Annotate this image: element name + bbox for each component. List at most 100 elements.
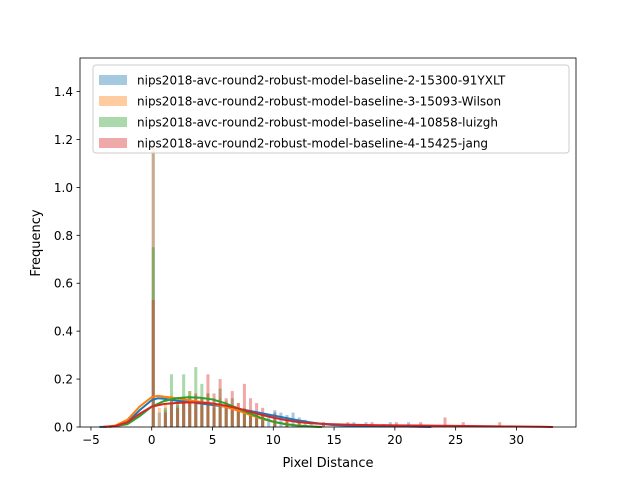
y-tick-label-4: 0.6 <box>54 277 73 291</box>
bar-series-3-15 <box>242 410 246 427</box>
bar-series-2-4 <box>169 395 173 427</box>
bar-series-2-2 <box>157 407 161 427</box>
y-tick-label-2: 0.2 <box>54 373 73 387</box>
bar-series-1-5 <box>176 405 180 427</box>
bar-series-3-11 <box>218 388 222 427</box>
bar-series-4-5 <box>182 398 186 427</box>
legend-swatch-1 <box>99 75 127 85</box>
kde-line-series-4 <box>103 401 553 428</box>
x-tick-label-6: 20 <box>387 433 402 447</box>
bar-series-3-12 <box>224 403 228 427</box>
bar-series-3-10 <box>212 398 216 427</box>
legend: nips2018-avc-round2-robust-model-baselin… <box>92 64 570 154</box>
bar-series-4-3 <box>169 403 173 427</box>
bar-series-4-11 <box>218 379 222 427</box>
y-tick-label-6: 1.0 <box>54 181 73 195</box>
bar-series-2-18 <box>255 412 259 427</box>
bar-series-1-11 <box>212 407 216 427</box>
bar-series-2-8 <box>194 395 198 427</box>
x-tick-label-4: 10 <box>266 433 281 447</box>
bar-series-3-9 <box>206 393 210 427</box>
legend-swatch-4 <box>99 138 127 148</box>
x-axis-label: Pixel Distance <box>282 456 373 471</box>
legend-label-2: nips2018-avc-round2-robust-model-baselin… <box>137 95 501 109</box>
bar-series-2-22 <box>297 422 301 427</box>
y-tick-label-3: 0.4 <box>54 325 73 339</box>
bar-series-4-12 <box>224 398 228 427</box>
bar-series-1-27 <box>309 422 313 427</box>
bar-series-2-17 <box>248 410 253 427</box>
bar-series-2-12 <box>218 398 222 427</box>
bar-series-3-19 <box>273 419 277 427</box>
bar-series-4-4 <box>176 407 180 427</box>
bar-series-1-15 <box>236 407 240 427</box>
legend-frame <box>92 64 570 154</box>
bar-series-2-10 <box>206 393 210 427</box>
y-axis-ticks: 0.0 0.2 0.4 0.6 0.8 1.0 1.2 1.4 <box>54 85 80 435</box>
bar-series-4-20 <box>285 417 289 427</box>
y-tick-label-5: 0.8 <box>54 229 73 243</box>
y-axis-label: Frequency <box>29 209 44 276</box>
bar-series-3-17 <box>255 415 259 427</box>
bar-series-1-18 <box>255 415 259 427</box>
bar-series-3-8 <box>200 383 204 427</box>
y-tick-label-1: 0.0 <box>54 421 73 435</box>
bar-series-4-28 <box>461 422 465 427</box>
legend-swatch-3 <box>99 117 127 127</box>
legend-label-4: nips2018-avc-round2-robust-model-baselin… <box>137 137 488 151</box>
legend-swatch-2 <box>99 96 127 106</box>
legend-label-3: nips2018-avc-round2-robust-model-baselin… <box>137 116 498 130</box>
x-tick-label-8: 30 <box>509 433 524 447</box>
bar-series-1-13 <box>224 405 228 427</box>
bar-series-2-13 <box>224 400 228 427</box>
bar-series-1-2 <box>157 412 161 427</box>
bar-series-1-8 <box>194 400 198 427</box>
bar-series-3-16 <box>248 412 253 427</box>
bar-series-4-2 <box>163 412 167 427</box>
bar-series-1-4 <box>169 398 173 427</box>
bar-series-3-18 <box>261 417 265 427</box>
bar-series-2-3 <box>163 403 167 427</box>
bar-series-4-8 <box>200 398 204 427</box>
bar-series-1-3 <box>163 410 167 427</box>
bar-series-1-7 <box>188 395 192 427</box>
x-tick-label-2: 0 <box>148 433 156 447</box>
x-axis-ticks: −5 0 5 10 15 20 25 30 <box>82 427 524 447</box>
x-tick-label-1: −5 <box>82 433 100 447</box>
bar-series-4-21 <box>297 419 301 427</box>
bar-series-4-10 <box>212 393 216 427</box>
bar-series-4-6 <box>188 403 192 427</box>
bar-series-2-14 <box>230 405 234 427</box>
bar-series-2-16 <box>242 407 246 427</box>
bar-series-3-13 <box>230 398 234 427</box>
bar-series-4-19 <box>273 412 277 427</box>
bar-series-1-9 <box>200 405 204 427</box>
bar-series-2-15 <box>236 403 240 427</box>
bar-series-3-14 <box>236 407 240 427</box>
bar-series-4-7 <box>194 393 198 427</box>
bar-series-2-1 <box>151 139 155 427</box>
bar-series-4-15 <box>242 383 246 427</box>
bar-series-2-7 <box>188 391 192 427</box>
axes-border <box>79 57 577 428</box>
bar-series-1-12 <box>218 403 222 427</box>
x-tick-label-5: 15 <box>326 433 341 447</box>
bar-series-4-9 <box>206 374 210 427</box>
bar-series-2-11 <box>212 403 216 427</box>
bar-series-2-5 <box>176 400 180 427</box>
bar-series-2-9 <box>200 398 204 427</box>
bar-series-1-17 <box>248 410 253 427</box>
bar-series-3-4 <box>176 398 180 427</box>
bar-series-3-1 <box>151 247 155 427</box>
bar-series-1-10 <box>206 403 210 427</box>
bar-series-4-1 <box>151 300 155 427</box>
legend-label-1: nips2018-avc-round2-robust-model-baselin… <box>137 74 506 88</box>
bar-series-4-29 <box>498 422 502 427</box>
bar-series-3-2 <box>163 407 167 427</box>
y-tick-label-7: 1.2 <box>54 133 73 147</box>
bar-series-1-6 <box>182 403 186 427</box>
x-tick-label-3: 5 <box>209 433 217 447</box>
bar-series-1-16 <box>242 412 246 427</box>
y-tick-label-8: 1.4 <box>54 85 73 99</box>
